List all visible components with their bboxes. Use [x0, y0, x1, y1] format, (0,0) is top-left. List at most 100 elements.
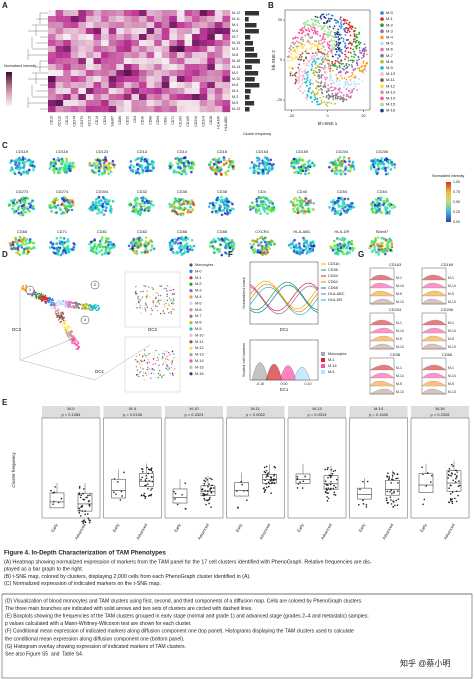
data-point — [206, 478, 208, 481]
diffusion-dot — [170, 363, 173, 365]
legend-swatch — [189, 340, 193, 344]
tsne-dot — [19, 239, 22, 243]
scatter-dot — [335, 36, 337, 39]
scatter-dot — [324, 76, 326, 79]
marker-label: CD163 — [256, 149, 269, 154]
diffusion-dot — [163, 312, 165, 315]
diffusion-dot — [173, 353, 175, 355]
table-link[interactable]: Table S4. — [62, 652, 83, 658]
tsne-dot — [302, 244, 306, 248]
tsne-dot — [290, 164, 293, 168]
heatmap-cell — [63, 22, 71, 29]
tsne-dot — [212, 247, 216, 250]
legend-swatch — [380, 53, 384, 58]
tsne-dot — [330, 161, 334, 164]
tsne-dot — [307, 171, 311, 175]
data-point — [326, 500, 329, 502]
scatter-dot — [321, 42, 324, 45]
tsne-dot — [389, 168, 393, 171]
scatter-dot — [324, 81, 327, 84]
tsne-dot — [258, 251, 262, 254]
data-point — [88, 505, 91, 507]
scatter-dot — [358, 68, 361, 71]
figure-link[interactable]: Figure S5 — [26, 652, 48, 658]
heatmap-cell — [78, 40, 87, 47]
p-value: p = 0.0052 — [246, 412, 266, 417]
tsne-dot — [346, 197, 350, 201]
scatter-dot — [332, 98, 335, 101]
tsne-dot — [18, 253, 22, 257]
tsne-dot — [335, 252, 338, 256]
tick-label: 0.10 — [305, 382, 312, 386]
tsne-dot — [263, 156, 267, 159]
scatter-dot — [349, 84, 352, 86]
tsne-dot — [380, 167, 384, 170]
tsne-dot — [66, 198, 69, 202]
diffusion-dot — [154, 305, 157, 307]
tsne-dot — [253, 249, 257, 252]
heatmap-cell — [70, 34, 79, 41]
data-point — [84, 510, 87, 512]
tsne-dot — [55, 211, 58, 214]
tsne-dot — [270, 239, 273, 243]
diffusion-dot — [164, 305, 167, 307]
legend-label: M-6 — [195, 308, 202, 312]
heatmap-cell — [146, 94, 155, 101]
diffusion-dot — [97, 304, 100, 307]
tsne-dot — [371, 201, 375, 204]
tsne-dot — [127, 244, 131, 248]
scatter-dot — [306, 52, 308, 55]
heatmap-cell — [93, 106, 102, 113]
tsne-dot — [174, 206, 177, 210]
diffusion-dot — [163, 352, 165, 355]
heatmap-cell — [146, 64, 155, 71]
heatmap-cell — [214, 22, 223, 29]
heatmap-cell — [169, 82, 178, 89]
diffusion-dot — [42, 294, 44, 296]
data-point — [88, 499, 91, 502]
heatmap-cell — [85, 16, 94, 23]
tsne-dot — [334, 167, 338, 170]
tsne-dot — [230, 244, 234, 247]
tsne-dot — [374, 208, 378, 211]
diffusion-dot — [35, 296, 37, 298]
tsne-dot — [252, 170, 256, 173]
tsne-dot — [136, 241, 139, 244]
scatter-dot — [358, 33, 361, 35]
tsne-dot — [218, 247, 222, 251]
data-point — [302, 480, 305, 483]
scatter-dot — [334, 97, 337, 100]
axis-label: bh-SNE 2 — [271, 50, 276, 70]
heatmap-cell — [214, 46, 223, 53]
tsne-dot — [250, 205, 254, 209]
tsne-dot — [214, 159, 218, 163]
tsne-dot — [346, 204, 349, 207]
tsne-dot — [387, 240, 391, 244]
scatter-dot — [340, 48, 343, 51]
tsne-dot — [92, 207, 95, 211]
diffusion-dot — [135, 365, 138, 368]
data-point — [457, 494, 459, 497]
diffusion-dot — [146, 290, 148, 292]
legend-label: HLA-ABC — [328, 292, 345, 296]
scatter-dot — [296, 36, 299, 39]
heatmap-cell — [101, 46, 109, 53]
heatmap-cell — [207, 94, 216, 101]
tsne-dot — [186, 210, 190, 214]
axis-label: Scaled cell number — [241, 342, 246, 377]
scatter-dot — [318, 71, 321, 74]
tsne-dot — [136, 212, 140, 216]
data-point — [141, 467, 143, 470]
scatter-dot — [337, 61, 340, 64]
scatter-dot — [348, 30, 351, 33]
diffusion-dot — [170, 302, 173, 305]
tsne-dot — [61, 251, 64, 255]
scatter-dot — [360, 52, 363, 55]
heatmap-cell — [169, 70, 178, 77]
tsne-dot — [304, 203, 307, 207]
tsne-dot — [260, 235, 264, 239]
histogram — [369, 388, 395, 395]
tsne-dot — [260, 247, 264, 251]
scatter-dot — [316, 100, 319, 103]
scatter-dot — [335, 32, 338, 35]
